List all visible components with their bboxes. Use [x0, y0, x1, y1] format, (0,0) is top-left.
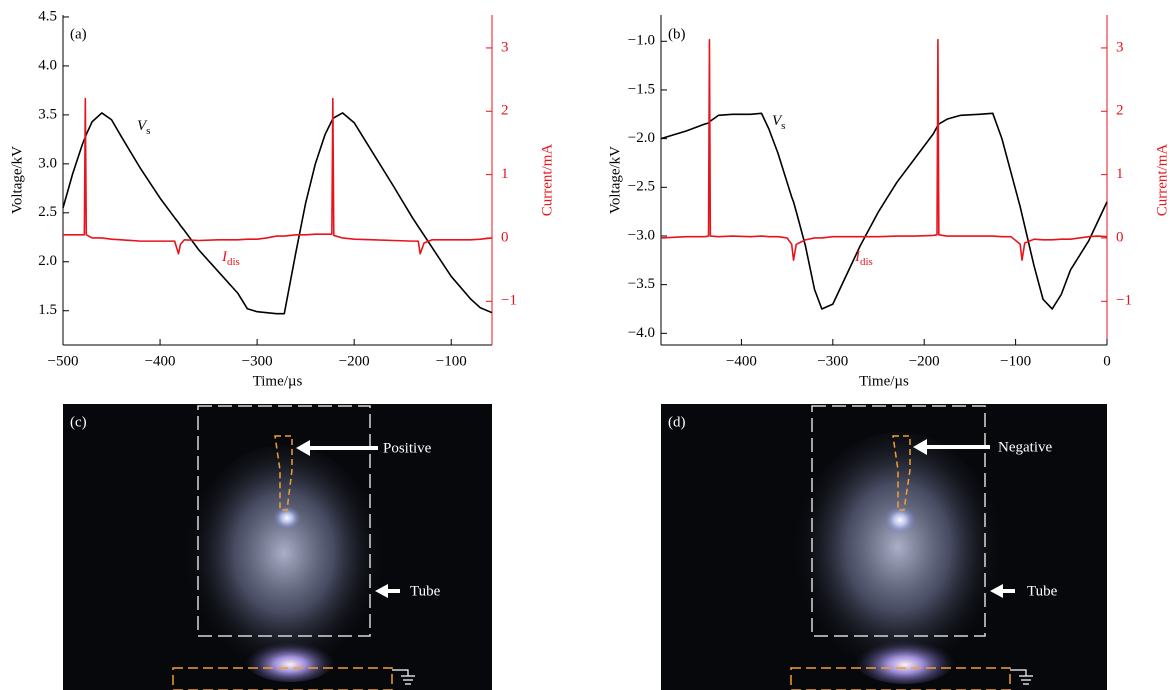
x-tick-label: −300 — [817, 353, 848, 369]
x-axis-label: Time/µs — [253, 373, 303, 389]
y-tick-label: 2.5 — [38, 204, 57, 220]
y2-tick-label: 2 — [501, 103, 509, 119]
x-tick-label: −100 — [1000, 353, 1031, 369]
arrow-head — [990, 584, 1003, 598]
arrow-label: Negative — [998, 439, 1052, 455]
y-axis-label: Voltage/kV — [607, 146, 623, 214]
x-tick-label: −400 — [726, 353, 757, 369]
series-label: Vs — [137, 118, 150, 136]
y2-tick-label: 2 — [1116, 103, 1124, 119]
y-tick-label: 2.0 — [38, 253, 57, 269]
panel-label: (c) — [70, 414, 87, 430]
plasma-spot — [884, 506, 916, 534]
chart-panel: −500 −400 −300 −200 −100 1.5 2.0 2.5 3.0 3.5 4.0 4.… — [9, 8, 555, 389]
arrow-label: Tube — [1027, 583, 1058, 599]
x-tick-label: 0 — [1103, 353, 1111, 369]
arrow-head — [296, 440, 310, 456]
series-label-subscript: s — [146, 125, 150, 137]
electrode-outline — [274, 435, 293, 511]
y2-tick-label: −1 — [1116, 293, 1132, 309]
y-tick-label: −4.0 — [628, 325, 655, 341]
series-label: Idis — [221, 249, 240, 267]
x-tick-label: −400 — [145, 353, 176, 369]
plasma-spot — [273, 506, 301, 530]
series-line — [62, 112, 493, 315]
y-tick-label: 4.0 — [38, 57, 57, 73]
photo-d: (d) Negative Tube — [661, 404, 1107, 690]
series-label: Idis — [854, 249, 873, 267]
y2-tick-label: 3 — [501, 39, 509, 55]
y2-tick-label: 0 — [1116, 229, 1124, 245]
y2-tick-label: 1 — [1116, 166, 1124, 182]
series-label-subscript: dis — [227, 256, 240, 268]
series-label-symbol: I — [221, 249, 228, 265]
tube-outline — [811, 405, 986, 637]
y-tick-label: −2.5 — [628, 179, 655, 195]
y2-tick-label: 1 — [501, 166, 509, 182]
electrode-outline — [892, 435, 911, 511]
ground-electrode — [172, 667, 393, 690]
series-label-symbol: V — [772, 113, 783, 129]
x-tick-label: −100 — [436, 353, 467, 369]
panel-label: (b) — [668, 26, 686, 42]
x-tick-label: −300 — [242, 353, 273, 369]
y-tick-label: −3.0 — [628, 227, 655, 243]
series-label-subscript: s — [781, 120, 785, 132]
y-tick-label: −3.5 — [628, 276, 655, 292]
y2-axis-label: Current/mA — [1154, 144, 1170, 217]
plasma-base — [245, 638, 335, 682]
y-tick-label: 3.0 — [38, 155, 57, 171]
arrow-label: Tube — [410, 583, 441, 599]
panel-label: (d) — [668, 414, 686, 430]
y-tick-label: 3.5 — [38, 106, 57, 122]
y-tick-label: −1.5 — [628, 81, 655, 97]
y-axis-label: Voltage/kV — [9, 146, 25, 214]
series-label: Vs — [772, 113, 785, 131]
panel-label: (a) — [70, 26, 87, 42]
x-axis-label: Time/µs — [859, 373, 909, 389]
photo-c: (c) Positive Tube — [63, 404, 492, 690]
y2-tick-label: 0 — [501, 229, 509, 245]
y2-axis-label: Current/mA — [539, 144, 555, 217]
x-tick-label: −200 — [909, 353, 940, 369]
y2-tick-label: −1 — [501, 293, 517, 309]
ground-electrode — [790, 667, 1011, 690]
tube-outline — [197, 405, 371, 637]
x-tick-label: −500 — [48, 353, 79, 369]
series-label-symbol: I — [854, 249, 861, 265]
series-line — [660, 112, 1108, 310]
x-tick-label: −200 — [339, 353, 370, 369]
plasma-glow — [184, 445, 384, 685]
arrow-head — [913, 439, 927, 455]
series-label-subscript: dis — [860, 256, 873, 268]
y-tick-label: −2.0 — [628, 130, 655, 146]
series-line — [660, 38, 1108, 261]
y2-tick-label: 3 — [1116, 39, 1124, 55]
ground-symbol — [1010, 669, 1033, 685]
plasma-base — [855, 636, 955, 684]
y-tick-label: 4.5 — [38, 8, 57, 24]
plasma-glow — [793, 432, 1003, 688]
ground-symbol — [392, 669, 415, 685]
series-line — [63, 97, 493, 255]
y-tick-label: −1.0 — [628, 33, 655, 49]
arrow-label: Positive — [383, 440, 432, 456]
y-tick-label: 1.5 — [38, 302, 57, 318]
arrow-head — [375, 584, 388, 598]
chart-panel: −400 −300 −200 −100 0 −4.0 −3.5 −3.0 −2.5 −2.0 −1.… — [607, 15, 1170, 389]
series-label-symbol: V — [137, 118, 148, 134]
